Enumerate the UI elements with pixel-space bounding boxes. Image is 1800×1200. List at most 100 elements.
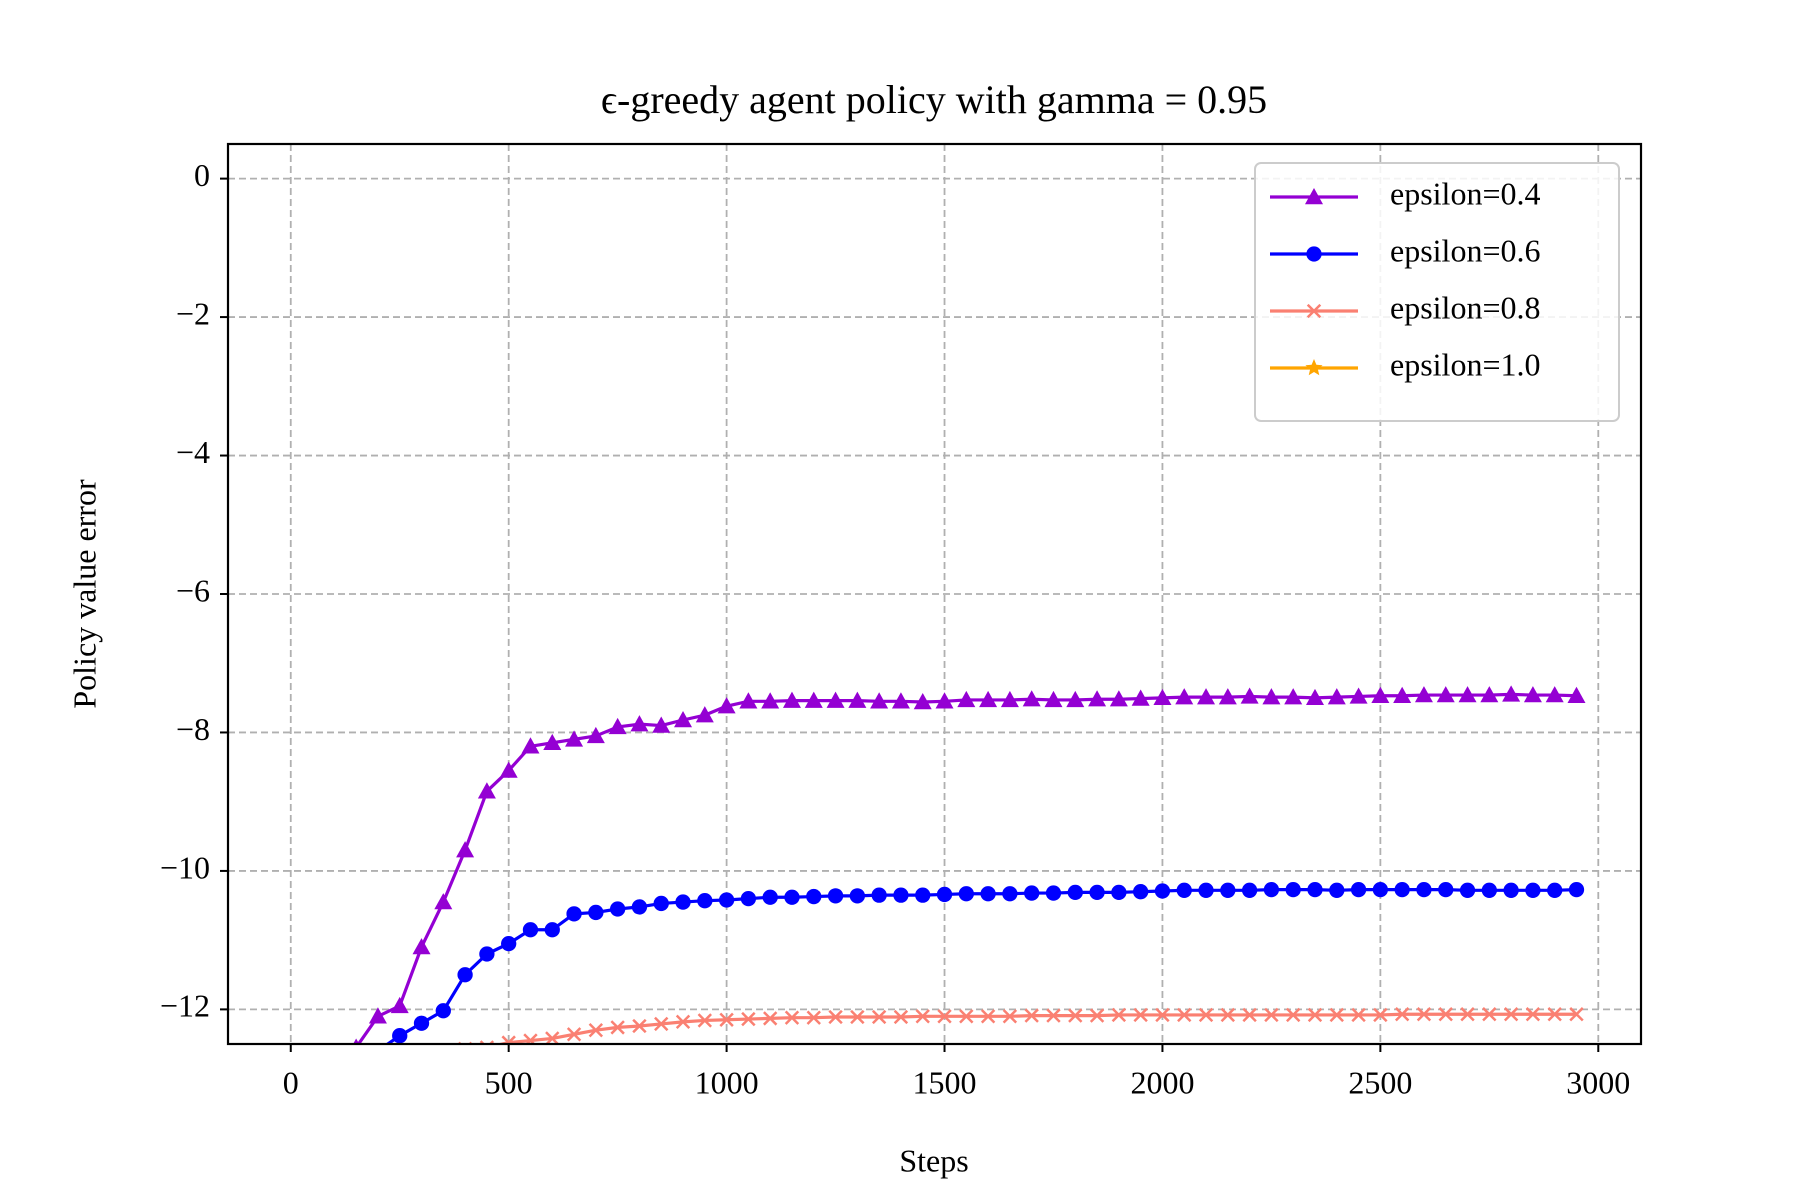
y-tick-label: −8 <box>176 711 210 747</box>
marker <box>1329 1007 1344 1023</box>
marker <box>848 691 867 708</box>
marker <box>871 1009 887 1025</box>
marker <box>653 895 669 912</box>
legend-label: epsilon=1.0 <box>1390 346 1540 382</box>
marker <box>937 1009 952 1024</box>
marker <box>915 1009 930 1024</box>
marker <box>980 1009 996 1024</box>
y-tick-label: −2 <box>176 295 210 331</box>
marker <box>1175 688 1194 705</box>
x-axis-label: Steps <box>899 1142 968 1178</box>
x-tick-label: 1000 <box>695 1064 759 1100</box>
marker <box>762 889 778 905</box>
marker <box>477 782 496 799</box>
plot-area <box>353 685 1586 1044</box>
marker <box>610 1020 625 1035</box>
marker <box>740 890 757 907</box>
marker <box>1046 1008 1061 1023</box>
marker <box>958 886 974 902</box>
legend-box <box>1254 162 1620 422</box>
marker <box>1088 690 1107 707</box>
legend-marker <box>1306 246 1322 262</box>
marker <box>1547 1007 1562 1022</box>
marker <box>1307 1007 1323 1023</box>
marker <box>1394 881 1410 898</box>
marker <box>1525 1007 1541 1022</box>
marker <box>1480 686 1499 703</box>
marker <box>915 887 931 903</box>
marker <box>413 1015 430 1031</box>
marker <box>1523 686 1542 703</box>
marker <box>1327 688 1346 705</box>
marker <box>1024 885 1040 901</box>
marker <box>588 1022 604 1038</box>
marker <box>522 922 539 938</box>
marker <box>828 1009 843 1025</box>
marker <box>674 711 693 728</box>
marker <box>1372 881 1389 898</box>
marker <box>979 690 998 708</box>
marker <box>1416 1007 1432 1022</box>
marker <box>632 1018 647 1034</box>
marker <box>1373 1007 1388 1023</box>
legend-label: epsilon=0.6 <box>1390 232 1540 268</box>
marker <box>1394 1007 1410 1022</box>
marker <box>1503 882 1519 898</box>
marker <box>871 887 887 903</box>
marker <box>1568 881 1585 898</box>
marker <box>1133 1007 1148 1023</box>
marker <box>1371 686 1390 703</box>
marker <box>1198 882 1214 898</box>
marker <box>1133 884 1149 900</box>
marker <box>1198 1007 1214 1023</box>
marker <box>936 886 953 903</box>
marker <box>870 692 889 709</box>
marker <box>1176 882 1192 898</box>
marker <box>891 692 910 709</box>
marker <box>631 899 648 915</box>
marker <box>1349 687 1368 704</box>
marker <box>1502 685 1521 702</box>
marker <box>586 726 605 744</box>
marker <box>1155 1007 1170 1023</box>
marker <box>565 730 584 747</box>
marker <box>1263 881 1280 898</box>
marker <box>1131 689 1150 706</box>
marker <box>980 886 996 902</box>
legend: epsilon=0.4 epsilon=0.6 epsilon=0.8 epsilon… <box>1254 162 1620 422</box>
marker <box>456 841 475 858</box>
marker <box>782 691 801 708</box>
marker <box>1351 1007 1366 1023</box>
legend-marker <box>1305 359 1323 376</box>
marker <box>1329 882 1345 898</box>
marker <box>1350 881 1367 898</box>
marker <box>827 888 844 904</box>
marker <box>1044 690 1063 708</box>
marker <box>893 1009 909 1025</box>
marker <box>1154 883 1171 899</box>
axes-frame <box>226 142 1643 1046</box>
marker <box>609 901 626 917</box>
marker <box>523 1033 538 1044</box>
marker <box>1264 1007 1279 1023</box>
marker <box>1307 881 1323 898</box>
marker <box>935 692 954 709</box>
marker <box>1111 884 1127 901</box>
marker <box>434 893 453 910</box>
marker <box>1089 1008 1105 1023</box>
legend-marker <box>1306 303 1322 319</box>
series-line <box>495 1012 1577 1044</box>
marker <box>608 717 627 735</box>
marker <box>1220 1007 1236 1023</box>
marker <box>566 1027 582 1042</box>
marker <box>1545 686 1564 703</box>
marker <box>1242 1007 1257 1023</box>
marker <box>1436 686 1455 703</box>
y-tick-label: 0 <box>194 157 210 193</box>
marker <box>806 888 822 905</box>
marker <box>499 761 518 778</box>
marker <box>1024 1008 1039 1023</box>
y-tick-label: −12 <box>160 988 210 1024</box>
marker <box>545 1031 560 1044</box>
marker <box>1262 688 1281 705</box>
